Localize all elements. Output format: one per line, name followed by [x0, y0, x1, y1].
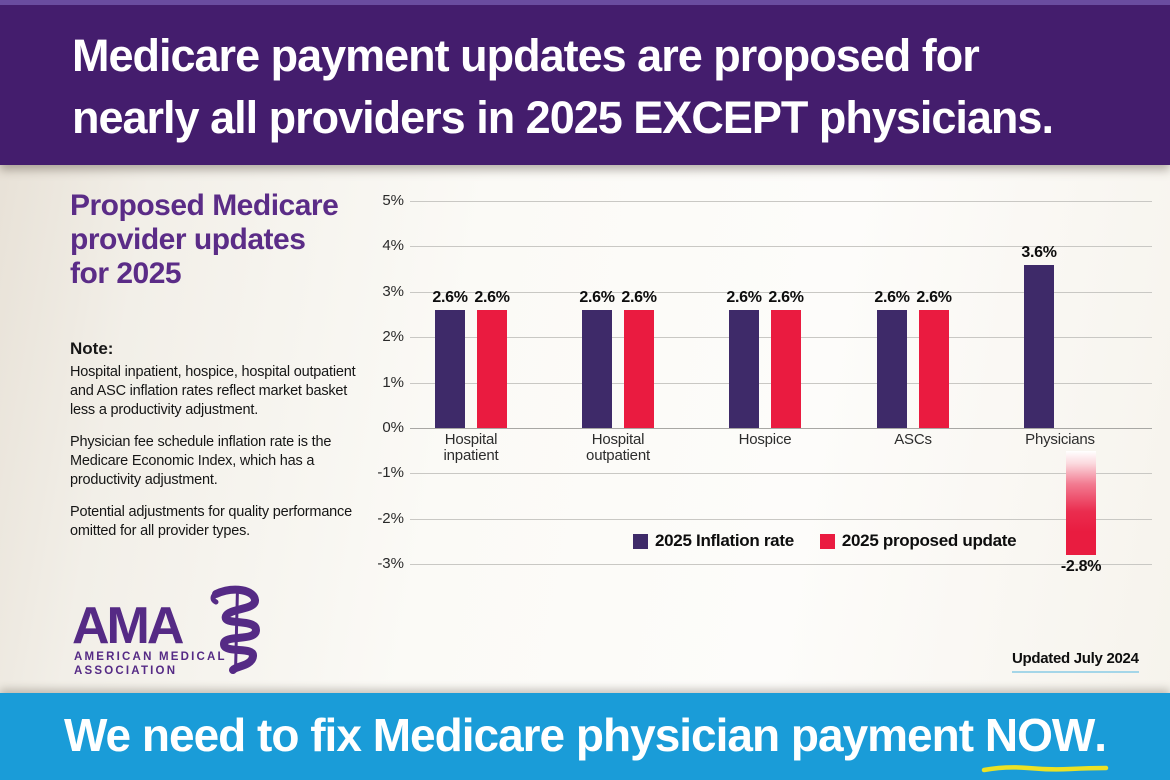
ama-logo-subtext: AMERICAN MEDICAL ASSOCIATION [74, 650, 227, 678]
bar-proposed-update [477, 309, 507, 428]
y-tick-label: 1% [382, 373, 404, 391]
ama-caduceus-icon [210, 585, 261, 674]
bar-proposed-update [919, 309, 949, 428]
y-tick-label: -2% [377, 509, 404, 527]
legend-label: 2025 Inflation rate [655, 531, 794, 550]
bottom-banner-suffix: . [1094, 708, 1107, 761]
ama-logo-acronym: AMA [72, 597, 184, 655]
bottom-banner-text-before: We need to fix Medicare physician paymen… [63, 708, 985, 761]
gridline [410, 201, 1152, 202]
gridline [410, 246, 1152, 248]
note-block: Note: Hospital inpatient, hospice, hospi… [70, 339, 375, 554]
gridline [410, 473, 1152, 475]
bottom-banner: We need to fix Medicare physician paymen… [0, 693, 1170, 780]
gridline [410, 428, 1152, 429]
bar-value-label: 2.6% [874, 288, 910, 306]
category-label: Physicians [1025, 431, 1095, 448]
bar-value-label: 2.6% [432, 288, 468, 306]
bar-value-label: 2.6% [474, 288, 510, 306]
category-label: Hospital outpatient [586, 431, 650, 464]
y-tick-label: -1% [377, 464, 404, 482]
y-tick-label: 4% [382, 237, 404, 255]
chart-legend: 2025 Inflation rate 2025 proposed update [633, 531, 1017, 551]
bar-inflation-rate [729, 309, 759, 428]
chart-title-line3: for 2025 [70, 257, 182, 290]
top-banner-line1: Medicare payment updates are proposed fo… [72, 30, 980, 81]
y-tick-label: 0% [382, 419, 404, 436]
bar-value-label: 2.6% [768, 288, 804, 306]
bar-value-label: 2.6% [579, 288, 615, 306]
y-tick-label: 2% [382, 328, 404, 346]
note-paragraph-2: Physician fee schedule inflation rate is… [70, 434, 332, 488]
bar-inflation-rate [582, 309, 612, 428]
bar-inflation-rate [877, 309, 907, 428]
note-paragraph-3: Potential adjustments for quality perfor… [70, 504, 352, 539]
bar-inflation-rate [1024, 264, 1054, 428]
bar-value-label: -2.8% [1060, 558, 1102, 576]
ama-logo-subtext-line1: AMERICAN MEDICAL [74, 651, 227, 663]
legend-item: 2025 Inflation rate [633, 531, 794, 551]
legend-item: 2025 proposed update [819, 531, 1017, 551]
category-label: Hospital inpatient [443, 431, 499, 464]
note-label: Note: [70, 339, 114, 358]
y-tick-label: 5% [382, 192, 404, 209]
gridline [410, 564, 1152, 566]
legend-swatch-icon [819, 533, 835, 549]
top-banner: Medicare payment updates are proposed fo… [0, 0, 1170, 165]
chart-title: Proposed Medicare provider updates for 2… [70, 189, 339, 291]
bar-proposed-update [624, 309, 654, 428]
gridline [410, 518, 1152, 520]
bar-value-label: 3.6% [1021, 243, 1057, 261]
chart-title-line1: Proposed Medicare [70, 189, 339, 222]
y-tick-label: -3% [377, 555, 404, 573]
yellow-underline-icon [981, 764, 1109, 772]
top-banner-line2: nearly all providers in 2025 EXCEPT phys… [72, 92, 1054, 143]
note-paragraph-1: Hospital inpatient, hospice, hospital ou… [70, 364, 356, 418]
bar-inflation-rate [435, 309, 465, 428]
bar-value-label: 2.6% [916, 288, 952, 306]
y-tick-label: 3% [382, 282, 404, 300]
updated-date-note: Updated July 2024 [1012, 650, 1139, 673]
bar-proposed-update [1066, 451, 1096, 556]
category-label: Hospice [738, 431, 792, 448]
bottom-banner-text: We need to fix Medicare physician paymen… [63, 708, 1109, 772]
bar-value-label: 2.6% [621, 288, 657, 306]
category-label: ASCs [894, 431, 932, 448]
legend-label: 2025 proposed update [841, 531, 1017, 550]
ama-logo-subtext-line2: ASSOCIATION [74, 665, 178, 677]
gridline [410, 291, 1152, 293]
bottom-banner-highlight: NOW [984, 708, 1095, 761]
chart-title-line2: provider updates [70, 223, 306, 256]
ama-logo: AMA AMERICAN MEDICAL ASSOCIATION [72, 585, 272, 683]
bar-proposed-update [771, 309, 801, 428]
legend-swatch-icon [633, 533, 648, 549]
bar-value-label: 2.6% [726, 288, 762, 306]
